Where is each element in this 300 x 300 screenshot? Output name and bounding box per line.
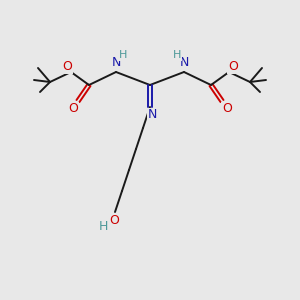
Text: N: N (179, 56, 189, 68)
Text: H: H (119, 50, 127, 60)
Text: O: O (62, 61, 72, 74)
Text: O: O (222, 103, 232, 116)
Text: O: O (228, 61, 238, 74)
Text: H: H (173, 50, 181, 60)
Text: O: O (68, 103, 78, 116)
Text: N: N (111, 56, 121, 68)
Text: H: H (98, 220, 108, 232)
Text: O: O (109, 214, 119, 226)
Text: N: N (147, 109, 157, 122)
